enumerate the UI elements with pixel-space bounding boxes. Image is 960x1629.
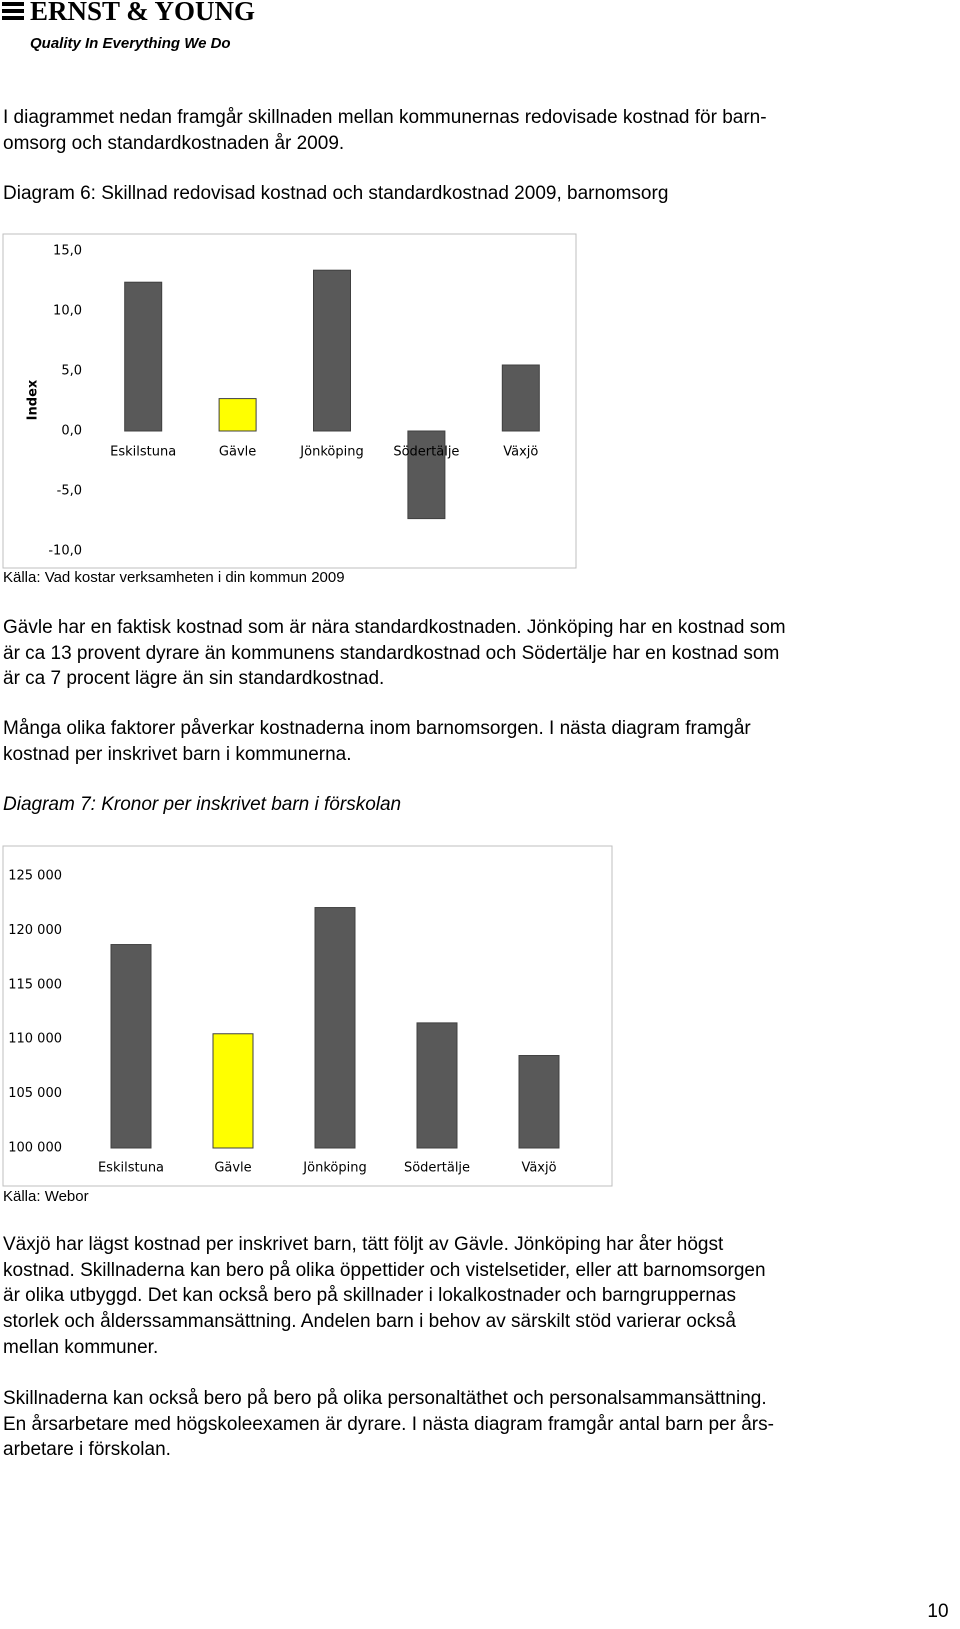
- y-tick-label: 115 000: [8, 977, 62, 992]
- text-line: är ca 13 provent dyrare än kommunens sta…: [3, 642, 780, 664]
- text-line: Skillnaderna kan också bero på bero på o…: [3, 1388, 767, 1409]
- y-tick-label: 0,0: [61, 424, 82, 439]
- y-tick-label: 120 000: [8, 923, 62, 938]
- bar: [501, 364, 540, 432]
- y-tick-label: 105 000: [8, 1086, 62, 1101]
- y-tick-label: 10,0: [53, 304, 82, 319]
- x-tick-label: Jönköping: [302, 1161, 366, 1176]
- x-tick-label: Eskilstuna: [98, 1161, 164, 1176]
- text-line: I diagrammet nedan framgår skillnaden me…: [3, 107, 767, 128]
- text-line: kostnad. Skillnaderna kan bero på olika …: [3, 1259, 766, 1281]
- x-tick-label: Växjö: [521, 1161, 556, 1176]
- x-tick-label: Gävle: [219, 445, 256, 460]
- text-line: är ca 7 procent lägre än sin standardkos…: [3, 668, 385, 690]
- bar: [314, 907, 356, 1149]
- x-tick-label: Eskilstuna: [110, 445, 176, 460]
- bar: [518, 1055, 560, 1149]
- x-tick-label: Gävle: [214, 1161, 251, 1176]
- text-line: omsorg och standardkostnaden år 2009.: [3, 132, 345, 154]
- caption: Diagram 6: Skillnad redovisad kostnad oc…: [3, 183, 669, 204]
- paragraph: I diagrammet nedan framgår skillnaden me…: [3, 105, 767, 156]
- y-axis-label: Index: [26, 379, 41, 420]
- text-line: En årsarbetare med högskoleexamen är dyr…: [3, 1413, 774, 1435]
- page-number: 10: [927, 1601, 948, 1622]
- text-line: är olika utbyggd. Det kan också bero på …: [3, 1285, 736, 1307]
- source: Källa: Vad kostar verksamheten i din kom…: [3, 569, 345, 586]
- tagline: Quality In Everything We Do: [30, 35, 231, 52]
- paragraph: Gävle har en faktisk kostnad som är nära…: [3, 615, 786, 692]
- y-tick-label: 100 000: [8, 1141, 62, 1156]
- bar: [110, 944, 152, 1149]
- chart-frame: [2, 233, 577, 569]
- y-tick-label: 125 000: [8, 869, 62, 884]
- y-tick-label: 110 000: [8, 1032, 62, 1047]
- x-tick-label: Södertälje: [404, 1161, 470, 1176]
- text-line: Många olika faktorer påverkar kostnadern…: [3, 718, 751, 739]
- y-tick-label: 15,0: [53, 244, 82, 259]
- text-line: kostnad per inskrivet barn i kommunerna.: [3, 743, 352, 765]
- chart-frame: [2, 845, 613, 1187]
- source: Källa: Webor: [3, 1188, 89, 1205]
- brand: ERNST & YOUNG: [30, 0, 255, 26]
- text-line: Gävle har en faktisk kostnad som är nära…: [3, 617, 786, 638]
- text-line: mellan kommuner.: [3, 1336, 159, 1358]
- x-tick-label: Jönköping: [299, 445, 363, 460]
- paragraph: Många olika faktorer påverkar kostnadern…: [3, 716, 751, 767]
- text-line: Växjö har lägst kostnad per inskrivet ba…: [3, 1234, 724, 1255]
- paragraph: Skillnaderna kan också bero på bero på o…: [3, 1386, 774, 1463]
- logo: ERNST & YOUNG Quality In Everything We D…: [2, 0, 255, 52]
- text-line: arbetare i förskolan.: [3, 1439, 171, 1461]
- y-tick-label: 5,0: [61, 364, 82, 379]
- bar: [212, 1033, 254, 1149]
- paragraph: Växjö har lägst kostnad per inskrivet ba…: [3, 1232, 766, 1361]
- y-tick-label: -5,0: [57, 484, 82, 499]
- caption: Diagram 7: Kronor per inskrivet barn i f…: [3, 794, 402, 815]
- bar: [218, 398, 257, 432]
- bar: [313, 269, 351, 432]
- x-tick-label: Södertälje: [393, 445, 459, 460]
- bar: [124, 281, 163, 432]
- bar: [407, 430, 446, 520]
- text-line: storlek och ålderssammansättning. Andele…: [3, 1311, 736, 1333]
- y-tick-label: -10,0: [48, 544, 82, 559]
- bar: [416, 1022, 458, 1149]
- x-tick-label: Växjö: [503, 445, 538, 460]
